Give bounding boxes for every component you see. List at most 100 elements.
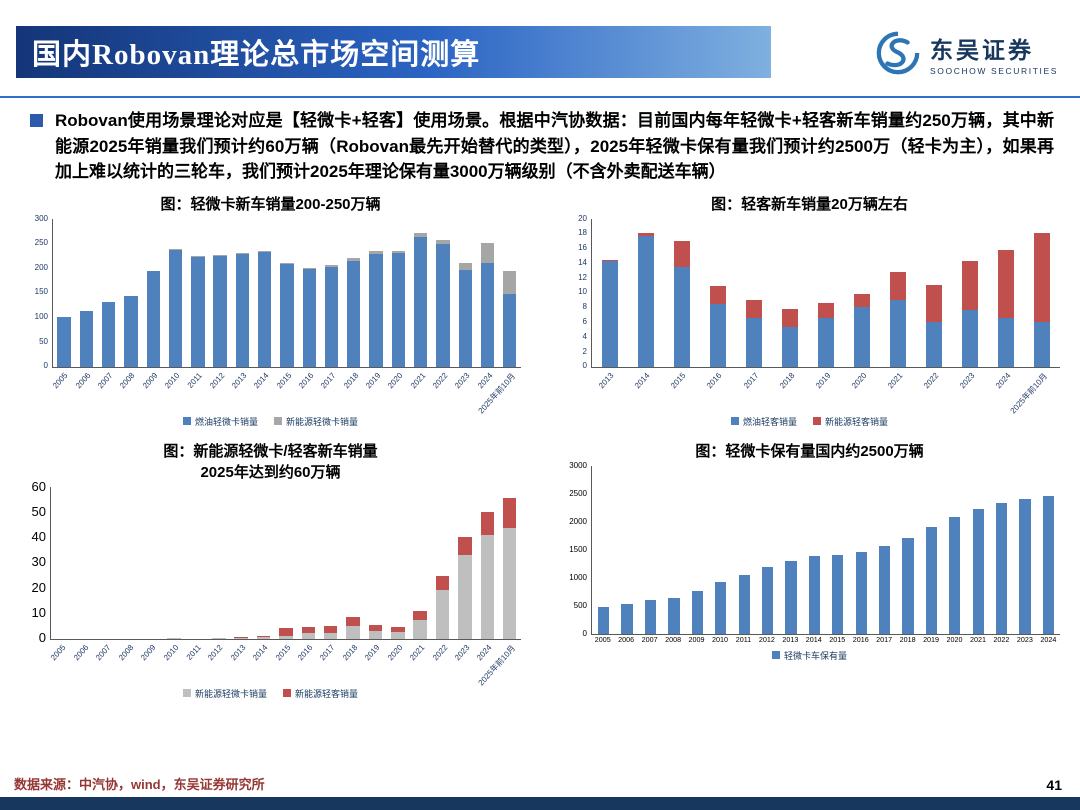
x-tick-label: 2020 bbox=[386, 370, 405, 390]
x-tick-label: 2017 bbox=[318, 642, 337, 662]
x-tick-label: 2021 bbox=[969, 634, 986, 644]
x-tick: 2010 bbox=[161, 640, 184, 686]
x-tick: 2007 bbox=[96, 368, 119, 414]
bar-segment bbox=[785, 560, 797, 634]
bar-segment bbox=[191, 256, 205, 367]
bar-segment bbox=[738, 575, 750, 634]
bar bbox=[413, 610, 427, 639]
x-tick: 2015 bbox=[663, 368, 699, 414]
bar-slot bbox=[231, 253, 253, 367]
bar bbox=[761, 566, 774, 634]
x-tick-label: 2018 bbox=[899, 634, 916, 644]
chart-title: 图：轻客新车销量20万辆左右 bbox=[711, 195, 908, 213]
bar-segment bbox=[146, 271, 160, 367]
x-tick-label: 2023 bbox=[452, 642, 472, 662]
x-tick: 2016 bbox=[297, 368, 320, 414]
bar bbox=[102, 302, 116, 367]
x-tick: 2018 bbox=[896, 635, 919, 648]
bar bbox=[391, 250, 406, 367]
x-tick-label: 2005 bbox=[49, 642, 68, 662]
bar-segment bbox=[324, 265, 339, 267]
x-tick-label: 2011 bbox=[735, 634, 752, 644]
bar-segment bbox=[995, 503, 1008, 634]
x-tick: 2019 bbox=[364, 368, 387, 414]
x-tick-label: 2019 bbox=[923, 634, 940, 644]
x-tick-label: 2022 bbox=[921, 370, 941, 390]
bar-segment bbox=[324, 266, 339, 367]
bar-segment bbox=[413, 619, 427, 639]
x-tick-label: 2005 bbox=[594, 634, 611, 644]
x-tick-label: 2024 bbox=[993, 370, 1013, 390]
x-tick-label: 2006 bbox=[618, 634, 635, 644]
bar-segment bbox=[191, 256, 205, 257]
bar bbox=[346, 616, 360, 639]
legend-label: 新能源轻客销量 bbox=[825, 416, 889, 427]
plot-wrap: 2013 2014 2015 2016 2017 2018 2019 2020 2021 2022… bbox=[591, 218, 1060, 415]
x-tick: 2014 bbox=[252, 368, 275, 414]
y-axis: 20 18 16 14 12 10 8 6 4 2 0 bbox=[578, 213, 587, 371]
x-tick-label: 2020 bbox=[946, 634, 963, 644]
bar-segment bbox=[925, 527, 937, 634]
bar bbox=[347, 258, 361, 367]
x-tick: 2013 bbox=[229, 640, 251, 686]
bar bbox=[146, 271, 160, 367]
x-tick-label: 2024 bbox=[1040, 634, 1057, 644]
x-tick-label: 2017 bbox=[876, 634, 893, 644]
bar-segment bbox=[391, 627, 405, 633]
bar-slot bbox=[779, 560, 802, 634]
bar bbox=[301, 627, 316, 639]
x-tick: 2020 bbox=[386, 368, 409, 414]
bar-slot bbox=[736, 299, 772, 367]
bar bbox=[124, 296, 138, 367]
x-tick-label: 2010 bbox=[161, 642, 181, 662]
bar-segment bbox=[1019, 499, 1031, 634]
bar-segment bbox=[369, 254, 383, 367]
bar-slot bbox=[499, 271, 521, 367]
bar-slot bbox=[387, 250, 409, 367]
x-tick: 2022 bbox=[430, 640, 453, 686]
bar bbox=[832, 555, 844, 634]
x-tick-label: 2021 bbox=[408, 370, 428, 390]
soochow-logo-icon bbox=[875, 30, 921, 76]
bar bbox=[324, 265, 339, 367]
bar-segment bbox=[926, 322, 942, 367]
bar-slot bbox=[387, 627, 409, 639]
bar-slot bbox=[320, 625, 342, 639]
bar-slot bbox=[454, 537, 476, 639]
x-tick: 2019 bbox=[919, 635, 942, 648]
bar-slot bbox=[98, 302, 120, 367]
bar-segment bbox=[57, 317, 71, 367]
x-tick: 2019 bbox=[807, 368, 843, 414]
x-tick: 2014 bbox=[627, 368, 663, 414]
x-tick-label: 2021 bbox=[885, 370, 905, 390]
x-tick: 2020 bbox=[943, 635, 966, 648]
bar-slot bbox=[297, 627, 319, 639]
bar-segment bbox=[391, 632, 405, 639]
bar bbox=[79, 310, 94, 367]
bar-slot bbox=[409, 610, 431, 639]
legend-label: 燃油轻微卡销量 bbox=[194, 416, 258, 427]
bar bbox=[878, 546, 891, 634]
bar-segment bbox=[102, 302, 116, 367]
page-title: 国内Robovan理论总市场空间测算 bbox=[16, 26, 771, 78]
bar bbox=[369, 251, 383, 367]
bar-segment bbox=[949, 517, 961, 634]
x-tick: 2014 bbox=[251, 640, 274, 686]
x-tick-label: 2007 bbox=[94, 642, 113, 662]
footer-bar bbox=[0, 797, 1080, 810]
plot-wrap: 2005 2006 2007 2008 2009 2010 2011 2012 2013 2014… bbox=[49, 486, 521, 687]
bar-slot bbox=[476, 243, 498, 367]
x-tick-label: 2012 bbox=[206, 642, 225, 662]
legend-label: 新能源轻客销量 bbox=[295, 688, 359, 699]
bar-slot bbox=[844, 294, 880, 367]
bar-slot bbox=[943, 517, 966, 634]
bar-segment bbox=[302, 268, 316, 367]
x-tick: 2009 bbox=[139, 640, 162, 686]
x-tick: 2008 bbox=[118, 368, 141, 414]
x-tick: 2025年前10月 bbox=[476, 640, 520, 687]
bar-segment bbox=[1042, 496, 1055, 634]
bar bbox=[602, 259, 618, 367]
bar-slot bbox=[499, 497, 521, 639]
bar bbox=[972, 508, 984, 634]
bar-segment bbox=[502, 528, 517, 639]
